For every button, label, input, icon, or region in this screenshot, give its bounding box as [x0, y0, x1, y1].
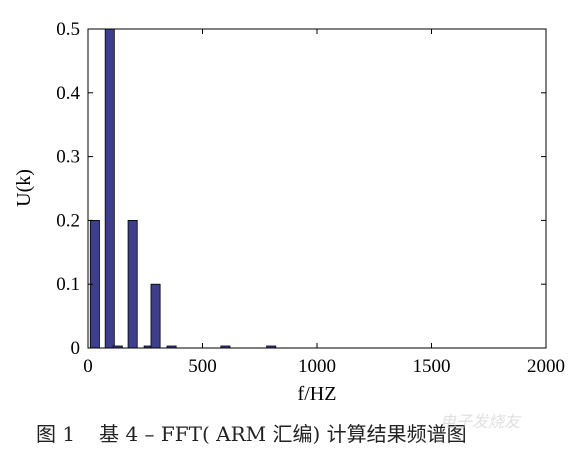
figure-caption: 图 1 基 4 – FFT( ARM 汇编) 计算结果频谱图 — [36, 418, 467, 447]
y-axis-label: U(k) — [13, 169, 35, 207]
x-tick-label: 500 — [188, 356, 217, 377]
y-tick-label: 0.4 — [56, 83, 80, 104]
bar-3 — [127, 219, 138, 349]
figure-number: 图 1 — [36, 422, 76, 446]
x-tick-label: 2000 — [527, 356, 565, 377]
y-tick-label: 0 — [71, 338, 81, 359]
bars — [89, 28, 277, 349]
x-axis-label: f/HZ — [298, 383, 337, 405]
ticks: 0 500 1000 1500 2000 0 0.1 0.2 0.3 0.4 0.5 — [56, 19, 565, 377]
bar-5 — [150, 283, 161, 349]
caption-text: 基 4 – FFT( ARM 汇编) 计算结果频谱图 — [99, 422, 467, 446]
y-tick-label: 0.1 — [56, 274, 80, 295]
x-tick-label: 1000 — [298, 356, 336, 377]
x-tick-label: 0 — [83, 356, 93, 377]
y-tick-label: 0.5 — [56, 19, 80, 40]
bar-1 — [104, 28, 115, 349]
x-tick-label: 1500 — [413, 356, 451, 377]
watermark: 电子发烧友 — [440, 412, 521, 431]
y-tick-label: 0.3 — [56, 147, 80, 168]
y-tick-label: 0.2 — [56, 210, 80, 231]
